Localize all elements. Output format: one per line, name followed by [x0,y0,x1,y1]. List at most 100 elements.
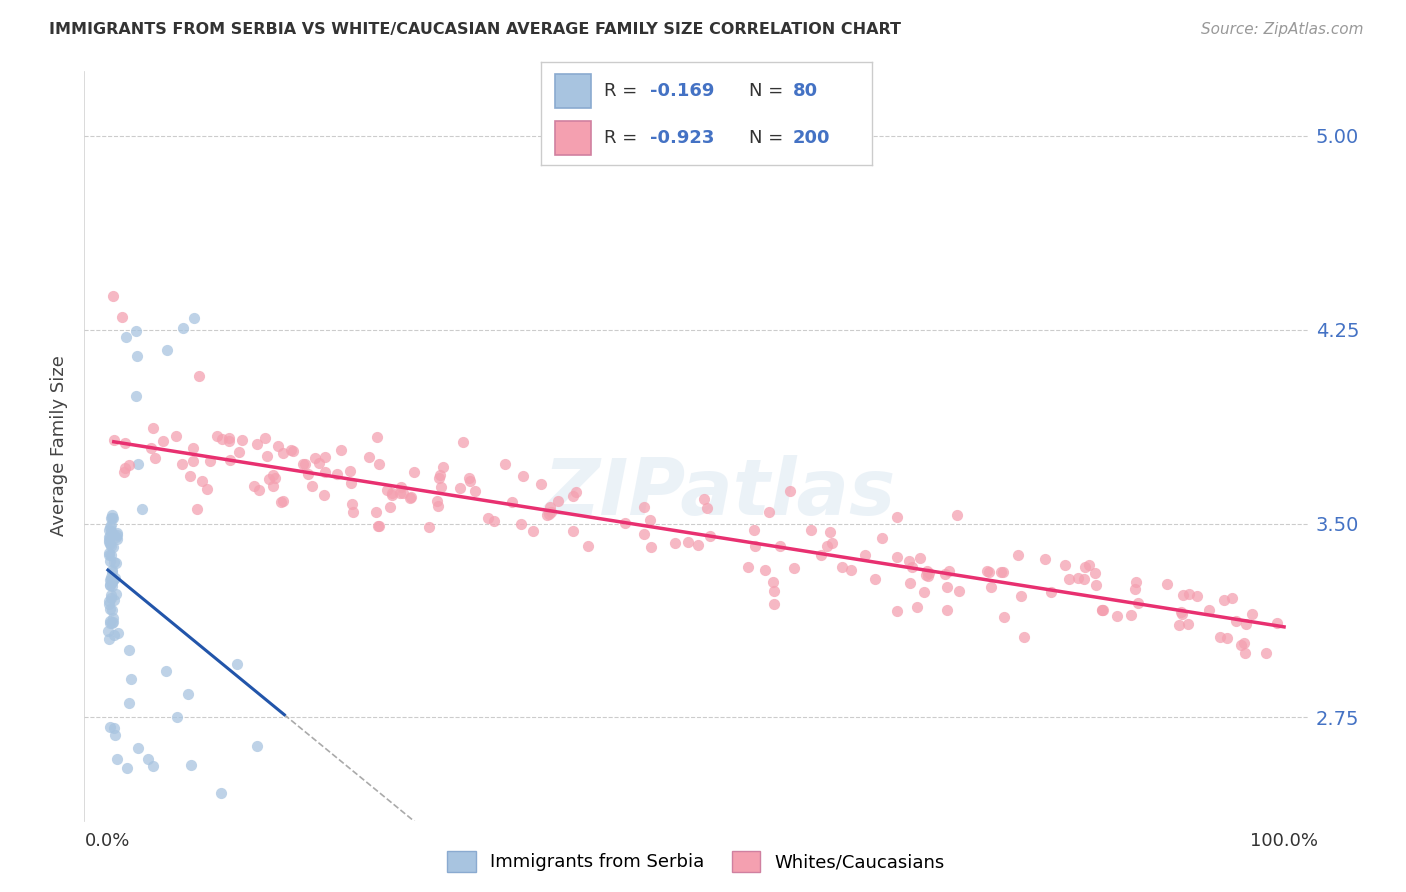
Point [98,534,121,549]
Point [181,442,204,456]
Point [181,454,204,468]
Point [815,539,838,553]
Point [100,539,122,553]
Point [100,518,122,533]
Point [101,540,124,554]
Point [576,540,599,554]
Point [853,548,876,562]
Point [257,472,280,486]
Point [427,471,450,485]
Point [536,508,558,522]
Point [125,324,148,338]
Point [118,458,141,473]
Point [101,574,124,589]
Point [1230,638,1253,652]
Point [398,491,420,505]
Point [177,687,200,701]
Point [114,330,136,344]
Point [314,488,336,502]
Text: N =: N = [749,128,789,147]
Point [100,577,122,591]
Point [993,609,1015,624]
Point [1125,574,1147,589]
Point [381,488,404,502]
Point [127,740,149,755]
Point [98,597,121,611]
Point [530,476,553,491]
Point [271,494,294,508]
Point [118,643,141,657]
Text: 200: 200 [793,128,830,147]
Point [426,494,449,508]
Point [101,511,124,525]
Point [98,574,121,588]
Point [191,474,214,488]
Point [105,530,128,544]
Point [375,483,398,498]
Point [114,436,136,450]
Point [501,495,523,509]
Point [1092,603,1115,617]
Point [1198,603,1220,617]
Point [754,563,776,577]
Point [179,469,201,483]
Point [1067,571,1090,585]
Point [561,524,583,538]
Point [451,434,474,449]
Point [1213,593,1236,607]
Point [297,467,319,481]
Point [107,625,129,640]
Point [105,525,128,540]
Point [1126,596,1149,610]
Point [308,456,330,470]
Point [139,442,162,456]
Point [105,752,128,766]
Text: ZIPatlas: ZIPatlas [543,455,896,531]
Point [165,429,187,443]
Point [101,615,124,629]
Point [900,560,922,574]
Point [898,576,921,591]
Point [301,478,323,492]
Point [762,597,785,611]
Point [340,476,363,491]
Point [693,491,716,506]
Point [1167,617,1189,632]
Point [1073,572,1095,586]
Point [522,524,544,538]
Point [915,564,938,578]
Point [98,720,121,734]
Point [1234,617,1257,632]
Point [1012,630,1035,644]
Point [314,465,336,479]
Point [100,511,122,525]
Point [100,614,122,628]
Point [886,604,908,618]
Point [366,430,388,444]
Point [1123,582,1146,597]
Point [676,534,699,549]
Point [458,471,481,485]
Point [357,450,380,464]
Point [946,508,969,522]
Point [172,321,194,335]
Point [737,559,759,574]
Point [114,461,136,475]
Point [1156,577,1178,591]
Point [180,757,202,772]
Point [512,469,534,483]
Point [1225,615,1247,629]
Point [98,615,121,630]
Point [342,505,364,519]
Point [228,445,250,459]
Point [477,511,499,525]
Point [105,556,128,570]
Point [979,565,1001,579]
Point [219,452,242,467]
Point [98,529,121,543]
Point [1091,603,1114,617]
Point [105,528,128,542]
Point [664,536,686,550]
Point [1171,588,1194,602]
Point [100,616,122,631]
